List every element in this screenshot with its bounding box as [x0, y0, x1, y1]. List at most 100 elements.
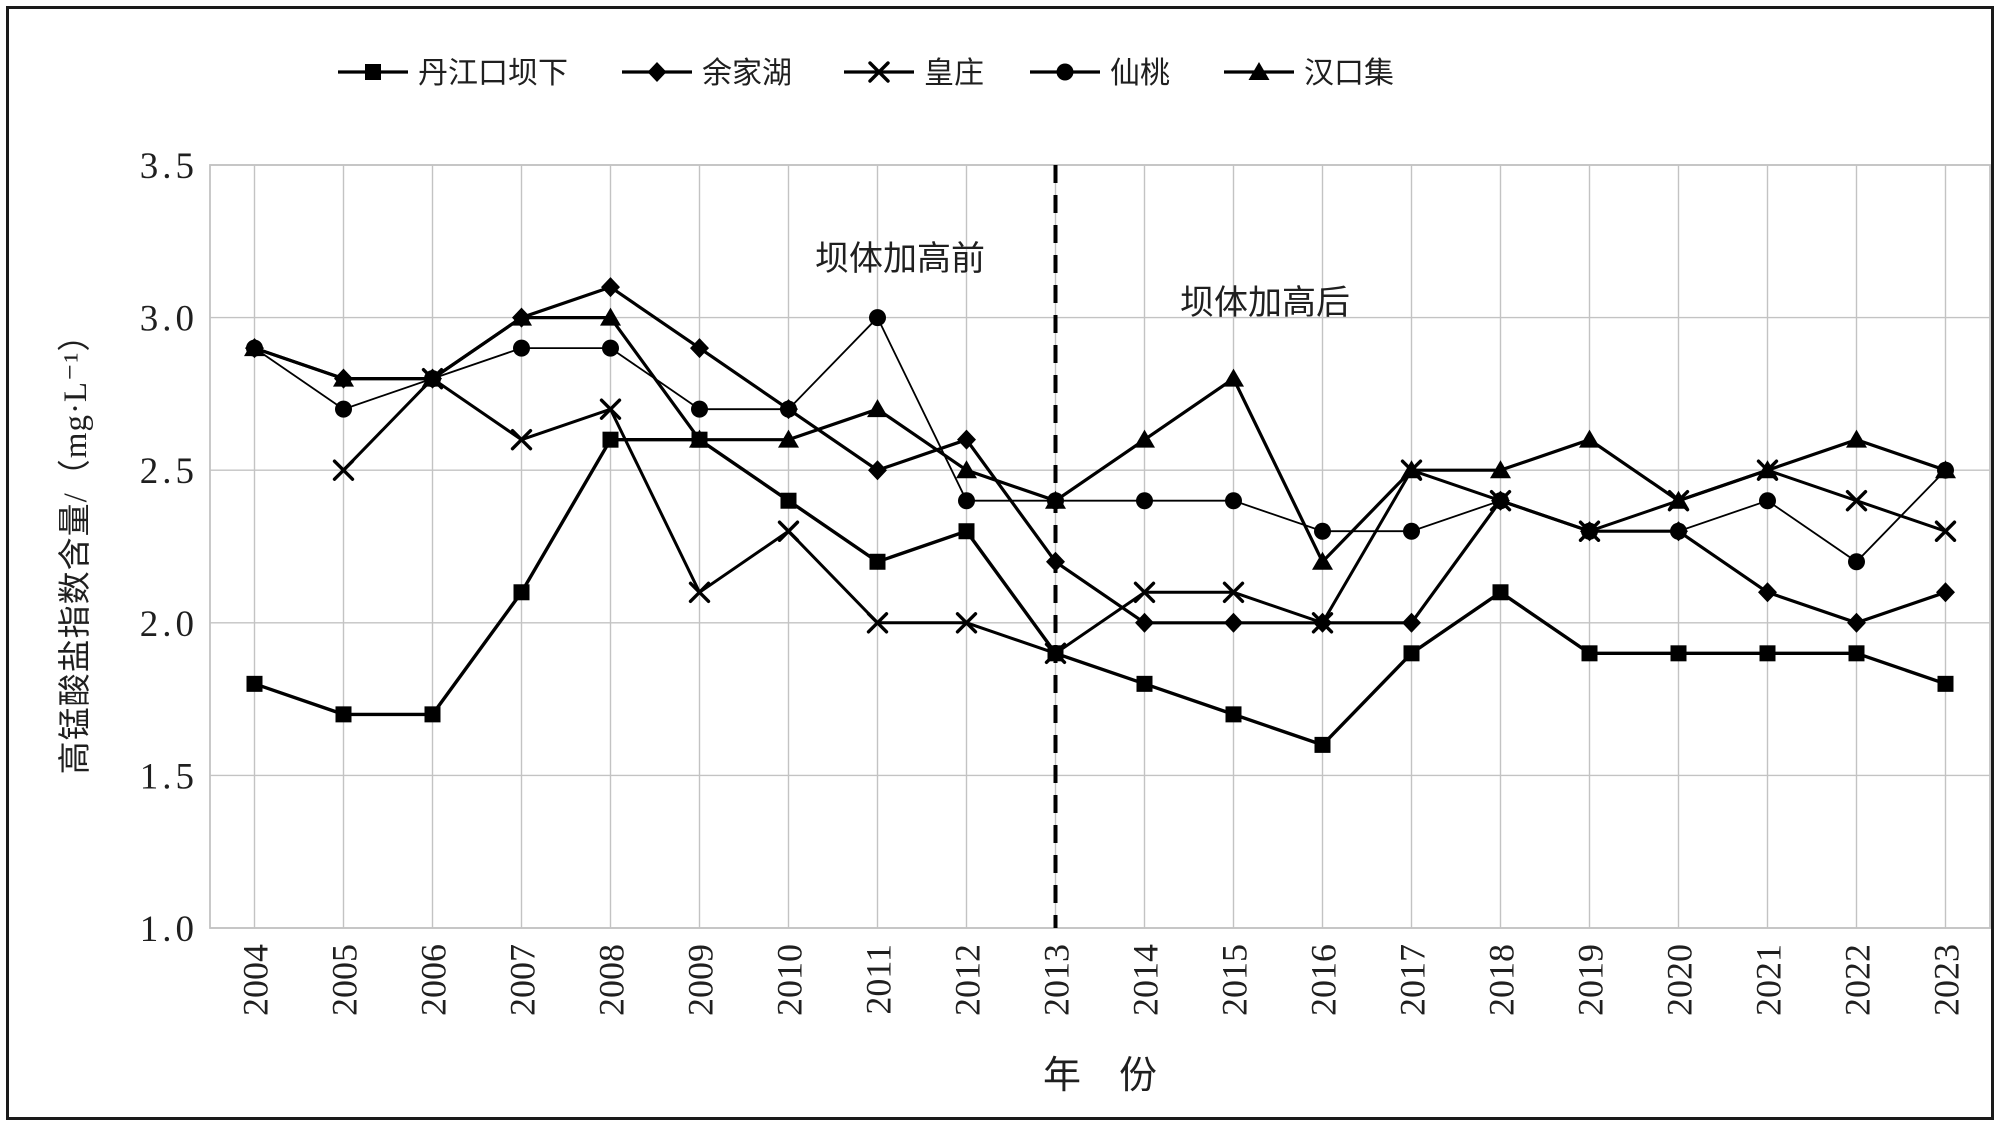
x-tick-label: 2018	[1482, 944, 1522, 1016]
data-point-diamond-marker	[1402, 612, 1421, 633]
data-point-x-marker	[1845, 490, 1868, 512]
legend-item: 丹江口坝下	[338, 57, 568, 90]
data-point-diamond-marker	[1847, 612, 1866, 633]
data-point-circle-marker	[1225, 492, 1242, 510]
data-point-diamond-marker	[1758, 582, 1777, 603]
axis-layer: 3.5 3.0 2.5 2.0 1.5 1.0 2004 2005 2006 2007 2008 20…	[140, 146, 1967, 1016]
data-point-x-marker	[1222, 581, 1245, 603]
data-point-circle-marker	[1136, 492, 1153, 510]
data-point-triangle-marker	[778, 429, 799, 448]
x-tick-label: 2009	[681, 944, 721, 1016]
data-point-square-marker	[1492, 584, 1509, 601]
x-tick-label: 2021	[1749, 944, 1789, 1016]
data-point-circle-marker	[602, 339, 619, 357]
x-tick-label: 2005	[325, 944, 365, 1016]
data-point-triangle-marker	[1846, 429, 1867, 448]
data-point-square-marker	[335, 706, 352, 723]
legend-label: 余家湖	[702, 57, 792, 90]
data-point-square-marker	[1225, 706, 1242, 723]
x-tick-label: 2007	[503, 944, 543, 1016]
data-point-square-marker	[780, 492, 797, 509]
legend-item: 汉口集	[1224, 57, 1394, 90]
data-point-diamond-marker	[690, 338, 709, 359]
data-point-circle-marker	[1759, 492, 1776, 510]
y-tick-label: 2.5	[140, 451, 198, 492]
data-point-circle-marker	[1314, 522, 1331, 540]
data-point-square-marker	[1136, 675, 1153, 692]
data-point-square-marker	[1848, 645, 1865, 662]
data-point-triangle-marker	[511, 307, 532, 326]
x-tick-label: 2012	[948, 944, 988, 1016]
data-point-triangle-marker	[956, 460, 977, 479]
data-point-triangle-marker	[1045, 490, 1066, 509]
data-point-square-marker	[1314, 736, 1331, 753]
data-point-triangle-marker	[1579, 429, 1600, 448]
x-tick-label: 2015	[1215, 944, 1255, 1016]
x-tick-label: 2014	[1126, 944, 1166, 1016]
data-point-circle-marker	[1403, 522, 1420, 540]
x-tick-label: 2006	[414, 944, 454, 1016]
legend-label: 汉口集	[1304, 57, 1394, 90]
legend: 丹江口坝下 余家湖 皇庄 仙桃 汉口集	[338, 57, 1394, 90]
plot-border	[209, 164, 1991, 929]
data-point-square-marker	[958, 523, 975, 540]
legend-item: 皇庄	[844, 57, 984, 90]
x-tick-label: 2017	[1393, 944, 1433, 1016]
data-point-circle-marker	[691, 400, 708, 418]
data-point-triangle-marker	[1248, 62, 1270, 80]
x-tick-label: 2013	[1037, 944, 1077, 1016]
series-line-circle	[253, 316, 1947, 563]
data-point-circle-marker	[335, 400, 352, 418]
data-point-circle-marker	[780, 400, 797, 418]
legend-item: 余家湖	[622, 57, 792, 90]
legend-label: 皇庄	[924, 57, 984, 90]
y-tick-label: 2.0	[140, 604, 198, 645]
data-point-triangle-marker	[333, 368, 354, 387]
data-point-square-marker	[1403, 645, 1420, 662]
data-point-x-marker	[1133, 581, 1156, 603]
data-point-diamond-marker	[957, 429, 976, 450]
data-point-circle-marker	[1670, 522, 1687, 540]
data-point-triangle-marker	[422, 368, 443, 387]
data-point-triangle-marker	[1312, 551, 1333, 570]
data-point-triangle-marker	[244, 338, 265, 357]
data-point-x-marker	[332, 459, 355, 481]
data-point-x-marker	[1311, 612, 1334, 634]
data-point-x-marker	[688, 581, 711, 603]
data-point-triangle-marker	[689, 429, 710, 448]
x-tick-label: 2019	[1571, 944, 1611, 1016]
series-line-square	[253, 438, 1947, 747]
data-point-diamond-marker	[647, 62, 667, 82]
data-point-diamond-marker	[601, 277, 620, 298]
data-point-triangle-marker	[1935, 460, 1956, 479]
data-point-x-marker	[868, 61, 890, 83]
data-point-triangle-marker	[867, 399, 888, 418]
x-tick-label: 2022	[1838, 944, 1878, 1016]
data-point-square-marker	[246, 675, 263, 692]
data-point-x-marker	[599, 398, 622, 420]
data-point-circle-marker	[958, 492, 975, 510]
data-point-circle-marker	[1492, 492, 1509, 510]
data-point-diamond-marker	[1135, 612, 1154, 633]
x-tick-label: 2010	[770, 944, 810, 1016]
data-point-diamond-marker	[1046, 551, 1065, 572]
grid-layer	[209, 164, 1991, 929]
data-point-x-marker	[1934, 520, 1957, 542]
data-point-x-marker	[866, 612, 889, 634]
x-tick-label: 2011	[859, 944, 899, 1015]
series-line-diamond	[253, 285, 1947, 625]
legend-item: 仙桃	[1030, 57, 1170, 90]
x-axis-title: 年 份	[1043, 1055, 1157, 1097]
data-point-triangle-marker	[1668, 490, 1689, 509]
data-point-square-marker	[1581, 645, 1598, 662]
x-tick-label: 2023	[1927, 944, 1967, 1016]
data-point-circle-marker	[1056, 63, 1074, 81]
data-point-square-marker	[1759, 645, 1776, 662]
data-point-square-marker	[424, 706, 441, 723]
y-tick-label: 3.5	[140, 146, 198, 187]
data-point-circle-marker	[869, 309, 886, 327]
data-point-circle-marker	[513, 339, 530, 357]
x-tick-label: 2016	[1304, 944, 1344, 1016]
